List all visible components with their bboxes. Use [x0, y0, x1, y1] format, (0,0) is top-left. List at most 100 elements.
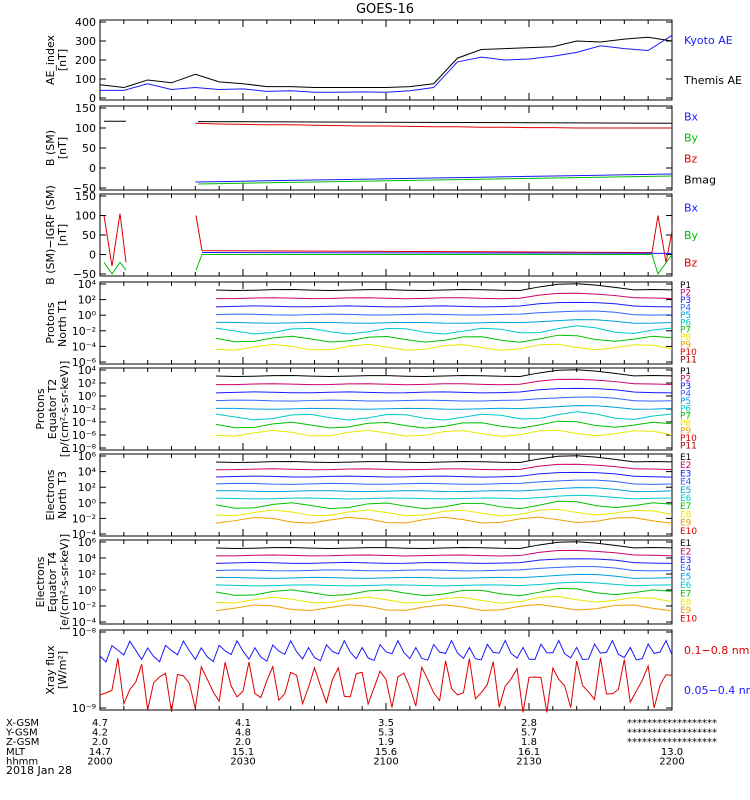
legend-item: P3 — [680, 296, 691, 306]
y-tick-label: 10⁰ — [78, 309, 97, 322]
y-tick-label: 100 — [75, 73, 96, 86]
legend-item: P5 — [680, 397, 691, 407]
themis-ae-line — [99, 36, 673, 89]
y-tick-label: 10² — [78, 481, 96, 494]
ephem-value: 2000 — [87, 756, 112, 767]
panel-frame — [99, 453, 673, 537]
panel-frame — [99, 629, 673, 711]
flux-line — [215, 455, 673, 463]
legend-item: P2 — [680, 288, 691, 298]
y-axis-label: Electrons — [34, 556, 47, 607]
flux-line — [215, 487, 673, 493]
bx-line — [195, 173, 673, 183]
flux-line — [215, 603, 673, 612]
dbz-line — [103, 213, 127, 267]
flux-line — [215, 283, 673, 291]
y-tick-label: 10⁻⁹ — [72, 702, 96, 715]
y-axis-label: [W/m²] — [56, 651, 69, 689]
legend-item: E3 — [680, 556, 691, 566]
ephem-value: 15.1 — [232, 747, 254, 758]
y-tick-label: 10⁻² — [72, 403, 96, 416]
y-tick-label: 10⁻⁶ — [72, 429, 97, 442]
legend-item: E8 — [680, 510, 692, 520]
xray-long-line — [99, 657, 673, 713]
legend-item: P11 — [680, 356, 697, 366]
legend-item: P11 — [680, 442, 697, 452]
legend-item: P6 — [680, 318, 691, 328]
ephem-value: 13.0 — [661, 747, 683, 758]
dbx-line — [201, 252, 673, 254]
legend-item: Bx — [684, 111, 699, 124]
legend-item: E1 — [680, 453, 691, 463]
y-tick-label: 200 — [75, 54, 96, 67]
legend-item: 0.1−0.8 nm — [684, 644, 749, 657]
legend-item: P4 — [680, 303, 691, 313]
ephem-value: 4.8 — [235, 728, 251, 739]
legend-item: E2 — [680, 461, 691, 471]
y-axis-label: [p/(cm²-s-sr-keV)] — [58, 361, 71, 458]
y-tick-label: 10⁴ — [78, 364, 97, 377]
legend-item: By — [684, 229, 699, 242]
ephem-value: 14.7 — [89, 747, 111, 758]
legend-item: By — [684, 132, 699, 145]
ephem-value: 5.7 — [521, 728, 537, 739]
y-tick-label: 50 — [82, 142, 96, 155]
legend-item: P7 — [680, 326, 691, 336]
legend-item: P9 — [680, 427, 691, 437]
y-tick-label: 10⁶ — [78, 450, 97, 463]
y-tick-label: 10⁻² — [72, 325, 96, 338]
panel-x: 10⁻⁸ 10⁻⁹ Xray flux [W/m²] 0.1−0.8 nm 0.05−0.… — [44, 626, 750, 715]
y-tick-label: 10⁻⁶ — [72, 356, 97, 369]
ephem-value: 4.1 — [235, 718, 251, 729]
y-tick-label: 400 — [75, 16, 96, 29]
legend-item: E2 — [680, 547, 691, 557]
legend-item: E5 — [680, 486, 691, 496]
dby-line — [195, 254, 673, 276]
dbz-line — [195, 215, 673, 263]
flux-line — [215, 319, 673, 324]
panel-e2: 10⁶ 10⁴ 10² 10⁰ 10⁻² 10⁻⁴ Electrons Equator T4[… — [34, 534, 697, 630]
legend-item: 0.05−0.4 nm — [684, 684, 750, 697]
legend-item: E7 — [680, 589, 691, 599]
flux-line — [215, 549, 673, 557]
y-tick-label: 10⁴ — [78, 278, 97, 291]
legend-item: P1 — [680, 281, 691, 291]
y-tick-label: −50 — [73, 268, 96, 281]
y-tick-label: 10⁻⁴ — [72, 340, 97, 353]
flux-line — [215, 405, 673, 410]
y-tick-label: 10² — [78, 568, 96, 581]
y-axis-label: [nT] — [56, 49, 69, 71]
y-tick-label: 10² — [78, 377, 96, 390]
y-axis-label: [nT] — [56, 224, 69, 246]
y-tick-label: 10⁰ — [78, 497, 97, 510]
by-line — [197, 175, 673, 185]
y-tick-label: 150 — [75, 190, 96, 203]
panel-frame — [99, 193, 673, 277]
y-axis-label: AE_index — [44, 34, 57, 85]
ephem-value: 4.7 — [92, 718, 108, 729]
legend-item: E10 — [680, 615, 697, 625]
ephem-value: 3.5 — [378, 718, 394, 729]
flux-line — [215, 596, 673, 604]
panel-db: 150 100 50 0 −50 B (SM)−IGRF (SM) [nT] Bx By Bz — [44, 185, 699, 285]
y-tick-label: 0 — [89, 92, 96, 105]
legend-item: Kyoto AE — [684, 34, 733, 47]
legend-item: E9 — [680, 519, 692, 529]
flux-line — [215, 334, 673, 343]
legend-item: Themis AE — [683, 74, 742, 87]
panel-p1: 10⁴ 10² 10⁰ 10⁻² 10⁻⁴ 10⁻⁶ Protons North T1 P1P2… — [44, 278, 697, 369]
legend-item: P7 — [680, 412, 691, 422]
ephem-value: 2130 — [516, 756, 541, 767]
ephem-label: X-GSM — [6, 718, 39, 729]
legend-item: E8 — [680, 598, 692, 608]
y-tick-label: 50 — [82, 229, 96, 242]
panel-ae: 400 300 200 100 0 AE_index [nT] Kyoto AE Themis … — [44, 16, 742, 105]
flux-line — [215, 301, 673, 308]
y-tick-label: 10⁻² — [72, 512, 96, 525]
ephem-value: 16.1 — [518, 747, 540, 758]
bz-line — [195, 122, 672, 129]
legend-item: E9 — [680, 606, 692, 616]
y-tick-label: 10⁰ — [78, 584, 97, 597]
